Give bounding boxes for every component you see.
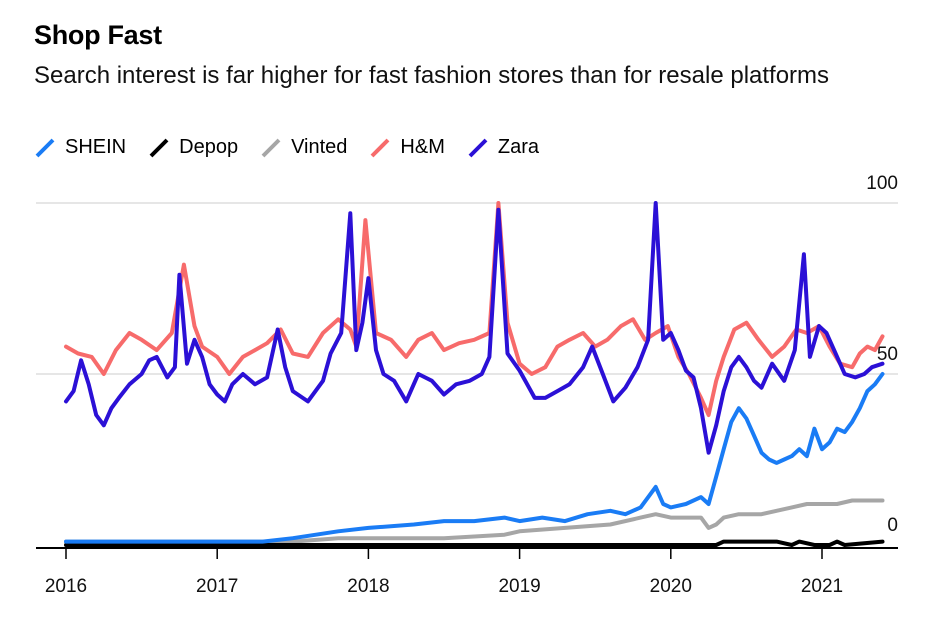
series-line-depop: [64, 539, 885, 547]
legend-swatch-hm: [371, 138, 390, 157]
y-tick-label-50: 50: [877, 344, 898, 365]
legend: SHEIN Depop Vinted H&M Zara: [34, 136, 561, 159]
series-line-vinted: [64, 498, 885, 544]
y-tick-label-100: 100: [866, 173, 898, 194]
legend-item-hm: H&M: [369, 136, 445, 159]
chart-subtitle: Search interest is far higher for fast f…: [34, 62, 830, 89]
legend-label-zara: Zara: [497, 136, 539, 158]
legend-label-depop: Depop: [179, 136, 239, 158]
legend-label-shein: SHEIN: [65, 136, 127, 158]
legend-swatch-shein: [35, 138, 55, 157]
legend-swatch-depop: [149, 138, 169, 157]
series-line-zara: [64, 201, 885, 455]
legend-swatch-vinted: [261, 138, 281, 157]
x-tick-label-2021: 2021: [801, 576, 843, 597]
legend-item-vinted: Vinted: [260, 136, 347, 159]
x-tick-label-2020: 2020: [650, 576, 692, 597]
legend-item-depop: Depop: [148, 136, 238, 159]
x-tick-label-2019: 2019: [498, 576, 540, 597]
chart-title: Shop Fast: [34, 20, 162, 50]
series-line-hm: [64, 201, 885, 417]
legend-item-shein: SHEIN: [34, 136, 126, 159]
series-line-shein: [64, 372, 885, 544]
legend-label-vinted: Vinted: [291, 136, 348, 158]
x-tick-label-2017: 2017: [196, 576, 238, 597]
legend-item-zara: Zara: [467, 136, 539, 159]
x-tick-label-2016: 2016: [45, 576, 87, 597]
legend-label-hm: H&M: [400, 136, 445, 158]
legend-swatch-zara: [468, 138, 488, 157]
y-tick-label-0: 0: [887, 515, 898, 536]
x-tick-label-2018: 2018: [347, 576, 389, 597]
